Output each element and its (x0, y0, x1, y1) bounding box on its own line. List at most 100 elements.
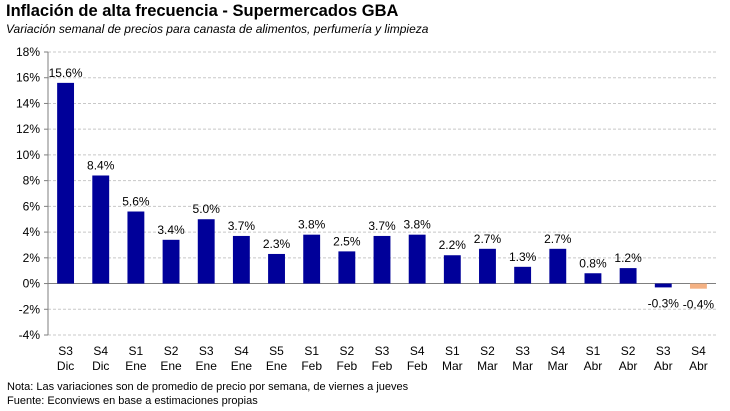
x-tick-label-week: S2 (480, 344, 495, 358)
x-tick-label-week: S1 (445, 344, 460, 358)
data-label: -0.4% (683, 298, 715, 312)
x-tick-label-week: S4 (93, 344, 108, 358)
x-tick-label-month: Ene (160, 359, 182, 373)
data-label: 3.8% (298, 218, 326, 232)
y-tick-label: -2% (19, 302, 41, 316)
chart-title: Inflación de alta frecuencia - Supermerc… (6, 2, 399, 20)
x-tick-label-week: S4 (234, 344, 249, 358)
x-tick-label-week: S5 (269, 344, 284, 358)
data-label: 3.8% (403, 218, 431, 232)
bar (127, 211, 145, 284)
x-tick-label-month: Abr (689, 359, 708, 373)
x-tick-label-month: Ene (231, 359, 253, 373)
y-tick-label: 12% (16, 122, 40, 136)
bar (479, 248, 496, 284)
x-tick-label-week: S3 (656, 344, 671, 358)
bar (338, 251, 356, 284)
x-tick-label-week: S3 (199, 344, 214, 358)
x-tick-label-month: Ene (196, 359, 218, 373)
data-label: 2.7% (544, 232, 572, 246)
bar (268, 253, 285, 284)
footnotes: Nota: Las variaciones son de promedio de… (7, 380, 408, 408)
x-tick-label-month: Dic (92, 359, 109, 373)
x-tick-label-month: Mar (547, 359, 568, 373)
x-tick-label-week: S2 (164, 344, 179, 358)
bar (162, 239, 180, 284)
bar (232, 235, 250, 284)
bar (584, 273, 602, 284)
data-label: 15.6% (49, 66, 83, 80)
x-tick-label-week: S3 (58, 344, 73, 358)
x-tick-label-month: Mar (512, 359, 533, 373)
y-tick-label: 8% (23, 174, 41, 188)
bar (619, 268, 637, 284)
x-tick-label-week: S2 (621, 344, 636, 358)
note-text: Nota: Las variaciones son de promedio de… (7, 381, 409, 393)
x-tick-label-week: S4 (691, 344, 706, 358)
data-label: 2.5% (333, 234, 361, 248)
bar (57, 82, 75, 284)
data-label: 5.0% (193, 202, 221, 216)
y-tick-label: 10% (16, 148, 40, 162)
bar (514, 266, 532, 284)
bar (373, 235, 391, 284)
y-tick-label: 4% (23, 225, 41, 239)
data-label: 1.2% (614, 251, 642, 265)
x-tick-label-month: Mar (442, 359, 463, 373)
bar (408, 234, 426, 284)
x-tick-label-week: S3 (515, 344, 530, 358)
bars (57, 82, 707, 289)
bar (689, 283, 707, 289)
x-tick-label-month: Feb (336, 359, 357, 373)
x-axis-ticks: S3DicS4DicS1EneS2EneS3EneS4EneS5EneS1Feb… (57, 344, 708, 373)
axes (44, 51, 716, 336)
data-label: 5.6% (122, 195, 150, 209)
gridlines (48, 51, 716, 336)
data-label: 2.3% (263, 237, 291, 251)
data-label: 8.4% (87, 158, 115, 172)
bar-chart: 15.6% 8.4% 5.6% 3.4% 5.0% 3.7% 2.3% 3.8% 2.5% 3.7… (16, 45, 716, 373)
y-tick-label: 2% (23, 251, 41, 265)
y-axis-ticks: -4% -2% 0% 2% 4% 6% 8% 10% 12% 14% 16% 18% (16, 45, 40, 342)
bar (654, 283, 672, 288)
x-tick-label-month: Abr (654, 359, 673, 373)
x-tick-label-week: S3 (375, 344, 390, 358)
data-label: 3.7% (228, 219, 256, 233)
data-label: 2.2% (439, 238, 467, 252)
chart-subtitle: Variación semanal de precios para canast… (6, 22, 429, 36)
bar (549, 248, 567, 284)
data-labels: 15.6% 8.4% 5.6% 3.4% 5.0% 3.7% 2.3% 3.8% 2.5% 3.7… (49, 66, 715, 312)
data-label: 2.7% (474, 232, 502, 246)
data-label: 3.7% (368, 219, 396, 233)
x-tick-label-month: Mar (477, 359, 498, 373)
x-tick-label-week: S4 (550, 344, 565, 358)
x-tick-label-month: Feb (407, 359, 428, 373)
bar (92, 175, 110, 284)
x-tick-label-week: S2 (339, 344, 354, 358)
x-tick-label-week: S1 (129, 344, 144, 358)
bar (303, 234, 321, 284)
x-tick-label-month: Ene (266, 359, 288, 373)
x-tick-label-month: Feb (372, 359, 393, 373)
y-tick-label: 16% (16, 71, 40, 85)
data-label: 1.3% (509, 250, 537, 264)
x-tick-label-month: Dic (57, 359, 74, 373)
data-label: -0.3% (648, 296, 680, 310)
y-tick-label: 6% (23, 199, 41, 213)
y-tick-label: -4% (19, 328, 41, 342)
x-tick-label-month: Ene (125, 359, 147, 373)
bar (443, 255, 461, 284)
x-tick-label-month: Feb (301, 359, 322, 373)
bar (197, 219, 215, 284)
x-tick-label-week: S4 (410, 344, 425, 358)
source-text: Fuente: Econviews en base a estimaciones… (7, 395, 258, 407)
x-tick-label-month: Abr (619, 359, 638, 373)
y-tick-label: 18% (16, 45, 40, 59)
x-tick-label-week: S1 (586, 344, 601, 358)
data-label: 3.4% (157, 223, 185, 237)
y-tick-label: 14% (16, 96, 40, 110)
x-tick-label-week: S1 (304, 344, 319, 358)
x-tick-label-month: Abr (584, 359, 603, 373)
data-label: 0.8% (579, 256, 607, 270)
y-tick-label: 0% (23, 277, 41, 291)
